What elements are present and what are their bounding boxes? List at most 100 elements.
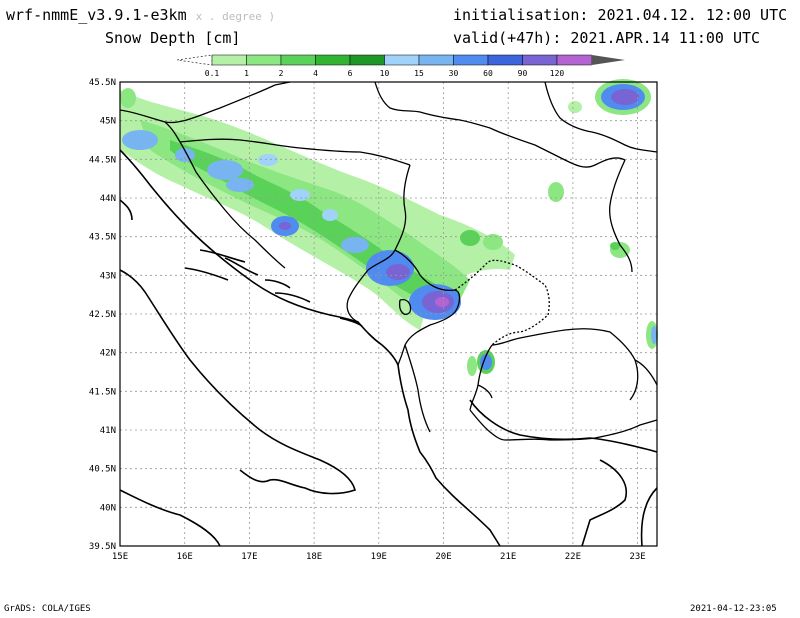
colorbar-swatch	[453, 54, 489, 66]
colorbar-label: 10	[380, 69, 390, 78]
lat-label: 41.5N	[89, 387, 116, 397]
lon-label: 17E	[241, 552, 257, 562]
model-label: wrf-nmmE_v3.9.1-e3km x . degree )	[6, 6, 275, 24]
snow-patch	[480, 354, 492, 370]
lat-label: 42.5N	[89, 310, 116, 320]
lon-label: 21E	[500, 552, 516, 562]
snow-depth-field	[120, 79, 658, 376]
colorbar-swatch	[315, 54, 351, 66]
coastline-greece	[469, 399, 658, 453]
snow-patch	[610, 242, 620, 250]
snow-patch	[122, 130, 158, 150]
island	[274, 292, 311, 303]
border	[179, 138, 411, 166]
snow-patch	[207, 160, 243, 180]
border	[504, 419, 658, 441]
coastline-greece-east	[581, 459, 627, 547]
snow-patch	[651, 326, 657, 344]
lat-label: 39.5N	[89, 542, 116, 552]
colorbar-swatch	[522, 54, 558, 66]
border	[367, 164, 411, 271]
init-time-label: initialisation: 2021.04.12. 12:00 UTC	[453, 6, 788, 24]
colorbar-swatch	[246, 54, 282, 66]
latitude-labels: 45.5N 45N 44.5N 44N 43.5N 43N 42.5N 42N 41.5N 41N…	[89, 78, 116, 552]
border	[634, 359, 658, 386]
snow-patch	[460, 230, 480, 246]
snow-patch	[226, 178, 254, 192]
lon-label: 15E	[112, 552, 128, 562]
border	[179, 141, 286, 269]
snow-patch	[341, 237, 369, 253]
colorbar-swatch	[418, 54, 454, 66]
lat-label: 44N	[100, 194, 116, 204]
lat-label: 40.5N	[89, 465, 116, 475]
border	[469, 409, 506, 441]
lat-label: 45N	[100, 117, 116, 127]
colorbar-label: 6	[348, 69, 353, 78]
lat-label: 41N	[100, 426, 116, 436]
snow-patch-carpathians-core	[611, 89, 639, 105]
colorbar-label: 1	[244, 69, 249, 78]
border	[609, 159, 633, 273]
border	[346, 269, 369, 323]
coastline-adriatic	[119, 149, 501, 547]
lat-label: 43N	[100, 271, 116, 281]
colorbar-swatch	[487, 54, 523, 66]
lon-label: 16E	[177, 552, 193, 562]
lon-label: 22E	[565, 552, 581, 562]
lon-label: 18E	[306, 552, 322, 562]
colorbar-swatch	[211, 54, 247, 66]
snow-patch	[467, 356, 477, 376]
border	[164, 81, 291, 124]
colorbar-label: 90	[518, 69, 528, 78]
colorbar-label: 120	[550, 69, 565, 78]
coastline-italy-south	[119, 489, 221, 547]
lat-label: 44.5N	[89, 155, 116, 165]
footer-credit: GrADS: COLA/IGES	[4, 604, 91, 614]
island	[199, 249, 246, 263]
field-label: Snow Depth [cm]	[105, 29, 241, 47]
snow-patch	[548, 182, 564, 202]
lat-label: 40N	[100, 503, 116, 513]
coastline-aegean	[640, 487, 658, 547]
snow-patch	[568, 101, 582, 113]
coastlines	[119, 149, 658, 547]
colorbar-label: 4	[313, 69, 318, 78]
snow-patch-core	[279, 222, 291, 230]
colorbar-label: 2	[279, 69, 284, 78]
colorbar-label: 30	[449, 69, 459, 78]
model-suffix: x . degree )	[195, 10, 276, 23]
colorbar-swatch	[556, 54, 592, 66]
colorbar-label: 15	[414, 69, 424, 78]
snow-patch	[175, 148, 195, 162]
colorbar: 0.1 1 2 4 6 10 15 30 60 90 120	[176, 54, 625, 78]
lat-label: 42N	[100, 349, 116, 359]
colorbar-swatch	[349, 54, 385, 66]
longitude-labels: 15E 16E 17E 18E 19E 20E 21E 22E 23E	[112, 552, 646, 562]
border	[374, 81, 491, 129]
border	[491, 328, 639, 401]
map-area: 45.5N 45N 44.5N 44N 43.5N 43N 42.5N 42N 41.5N 41N…	[89, 78, 658, 562]
lake	[399, 299, 412, 315]
snow-patch	[290, 189, 310, 201]
colorbar-high-tip	[592, 55, 625, 65]
border	[544, 81, 658, 153]
colorbar-label: 60	[483, 69, 493, 78]
snow-patch	[322, 209, 338, 221]
coastline-italy	[119, 199, 356, 495]
island	[184, 267, 229, 281]
colorbar-label: 0.1	[205, 69, 220, 78]
lat-label: 43.5N	[89, 233, 116, 243]
island	[339, 317, 363, 327]
country-borders	[119, 81, 658, 441]
snow-patch	[258, 154, 278, 166]
border	[489, 127, 626, 168]
lat-label: 45.5N	[89, 78, 116, 88]
island	[224, 257, 259, 276]
model-name: wrf-nmmE_v3.9.1-e3km	[6, 6, 187, 24]
colorbar-low-tip	[176, 54, 213, 66]
lon-label: 23E	[629, 552, 645, 562]
snow-patch-peak	[435, 297, 449, 307]
border	[404, 344, 431, 433]
